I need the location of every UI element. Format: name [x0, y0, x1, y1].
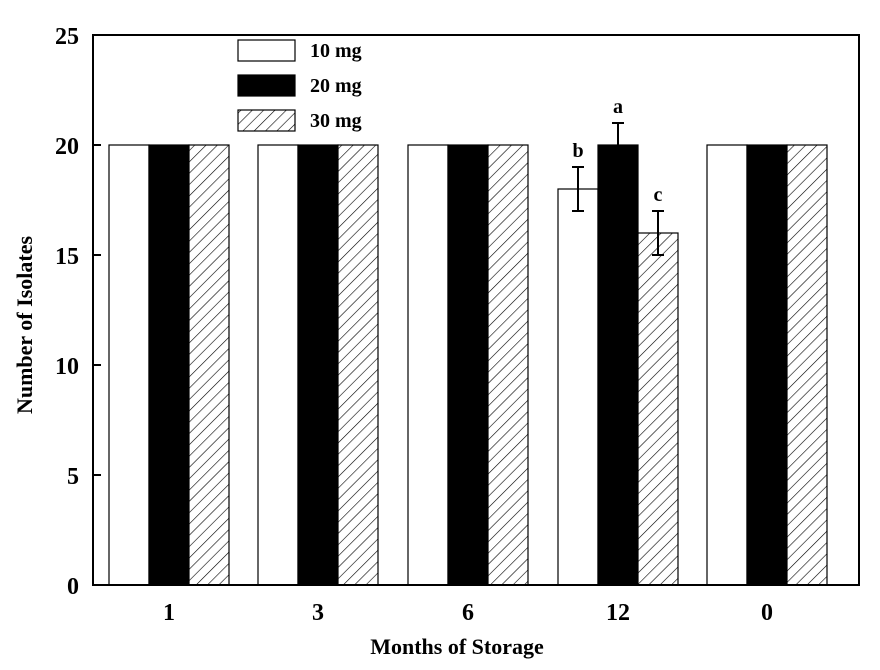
- x-tick-label: 6: [462, 600, 474, 626]
- y-tick-label: 15: [55, 244, 79, 270]
- legend-label-10mg: 10 mg: [310, 40, 362, 62]
- bar-30mg-month-0: [786, 144, 828, 586]
- bar-10mg-month-3: [257, 144, 299, 586]
- y-tick-label: 0: [67, 574, 79, 600]
- y-tick-label: 20: [55, 134, 79, 160]
- legend-label-20mg: 20 mg: [310, 75, 362, 97]
- bar-20mg-month-3: [297, 144, 339, 586]
- ticks-layer: 1 3 6 12 0 0 5 10 15 20 25: [55, 24, 773, 626]
- legend-swatch-10mg: [237, 39, 296, 62]
- y-axis-title: Number of Isolates: [12, 236, 37, 414]
- bar-20mg-month-6: [447, 144, 489, 586]
- bars-layer: [108, 144, 828, 586]
- bar-30mg-month-1: [188, 144, 230, 586]
- y-tick-label: 5: [67, 464, 79, 490]
- significance-label: a: [613, 96, 623, 118]
- bar-20mg-month-1: [148, 144, 190, 586]
- x-axis-title: Months of Storage: [370, 634, 544, 659]
- x-tick-label: 1: [163, 600, 175, 626]
- bar-10mg-month-1: [108, 144, 150, 586]
- x-tick-label: 12: [606, 600, 630, 626]
- significance-label: c: [654, 184, 663, 206]
- plot-frame: [92, 34, 860, 586]
- legend-swatch-30mg: [237, 109, 296, 132]
- bar-20mg-month-0: [746, 144, 788, 586]
- legend: 10 mg 20 mg 30 mg: [237, 39, 362, 132]
- y-tick-label: 25: [55, 24, 79, 50]
- x-tick-label: 3: [312, 600, 324, 626]
- significance-labels-layer: b a c: [572, 96, 662, 206]
- bar-30mg-month-6: [487, 144, 529, 586]
- bar-30mg-month-3: [337, 144, 379, 586]
- bar-10mg-month-6: [407, 144, 449, 586]
- bar-10mg-month-12: [557, 188, 599, 586]
- legend-label-30mg: 30 mg: [310, 110, 362, 132]
- bar-20mg-month-12: [597, 144, 639, 586]
- x-tick-label: 0: [761, 600, 773, 626]
- error-bars-layer: [572, 122, 664, 256]
- bar-30mg-month-12: [637, 232, 679, 586]
- bar-10mg-month-0: [706, 144, 748, 586]
- significance-label: b: [572, 140, 583, 162]
- y-tick-label: 10: [55, 354, 79, 380]
- legend-swatch-20mg: [237, 74, 296, 97]
- axes-layer: [92, 34, 860, 586]
